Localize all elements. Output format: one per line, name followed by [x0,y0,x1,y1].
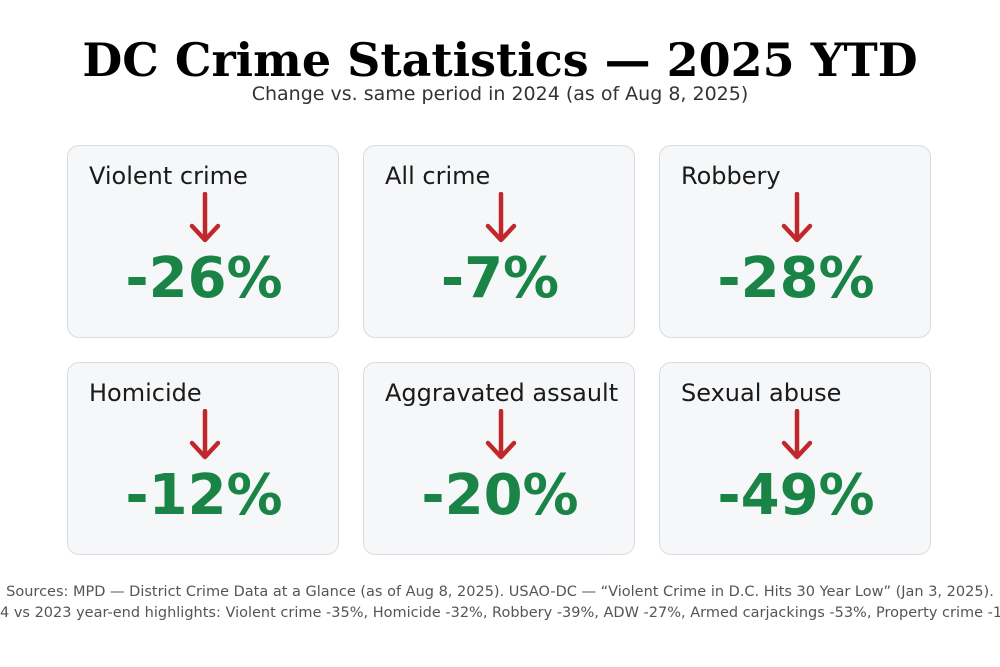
stat-card-label: Violent crime [89,162,248,190]
down-arrow-icon [781,192,813,243]
page-title: DC Crime Statistics — 2025 YTD [82,33,918,87]
stat-card-value: -20% [421,463,579,528]
down-arrow-icon [485,409,517,460]
page-subtitle: Change vs. same period in 2024 (as of Au… [251,83,749,105]
stat-card: Robbery -28% [659,145,931,338]
stat-card: All crime -7% [363,145,635,338]
stat-card-value: -12% [125,463,283,528]
stat-card: Aggravated assault -20% [363,362,635,555]
down-arrow-icon [189,192,221,243]
stat-card-value: -49% [717,463,875,528]
sources-footer: Sources: MPD — District Crime Data at a … [0,582,1000,624]
stat-card-value: -7% [440,246,560,311]
stat-card: Sexual abuse -49% [659,362,931,555]
stat-card-label: Aggravated assault [385,379,619,407]
stat-card-value: -26% [125,246,283,311]
stat-card: Homicide -12% [67,362,339,555]
sources-line-1: Sources: MPD — District Crime Data at a … [6,584,994,600]
stat-card: Violent crime -26% [67,145,339,338]
sources-line-2: 4 vs 2023 year-end highlights: Violent c… [0,605,1000,621]
down-arrow-icon [189,409,221,460]
stat-card-value: -28% [717,246,875,311]
down-arrow-icon [781,409,813,460]
down-arrow-icon [485,192,517,243]
stat-card-label: All crime [385,162,491,190]
stat-card-label: Sexual abuse [681,379,842,407]
stat-card-label: Homicide [89,379,202,407]
stat-card-label: Robbery [681,162,781,190]
